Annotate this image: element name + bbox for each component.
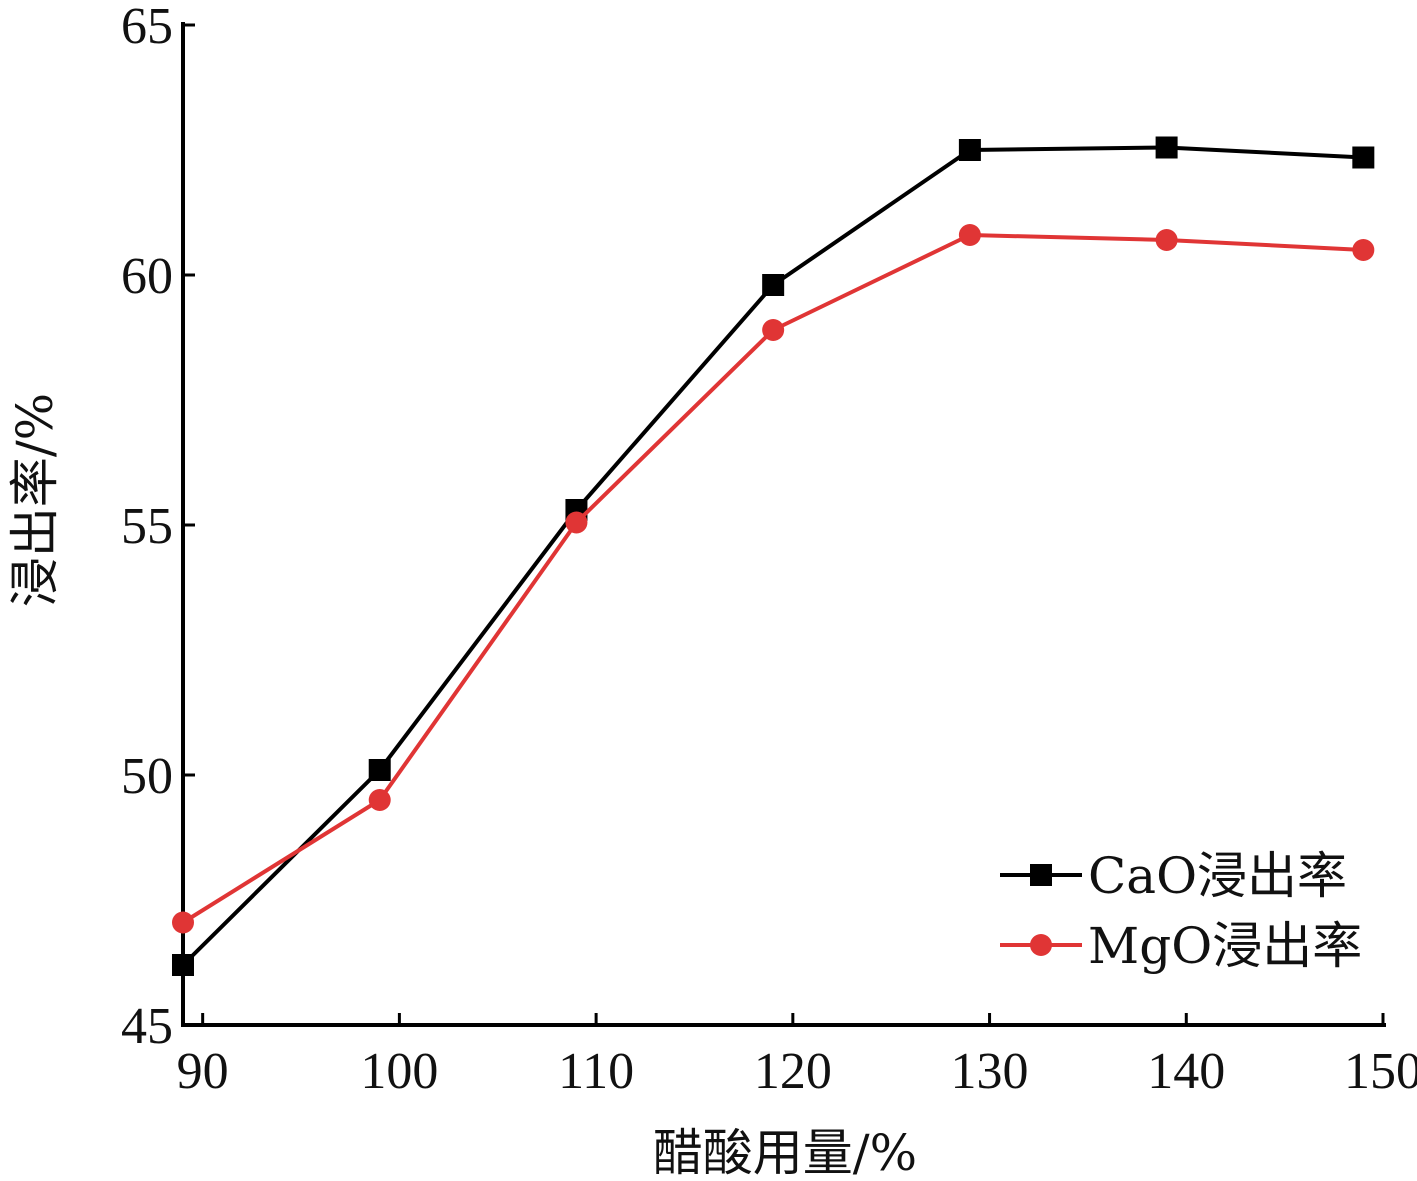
y-axis-title: 浸出率/% <box>6 393 64 607</box>
data-point <box>565 511 588 534</box>
data-point <box>1155 229 1178 251</box>
y-tick-label: 50 <box>121 748 173 805</box>
legend-label: CaO浸出率 <box>1088 847 1347 905</box>
data-point <box>762 319 785 341</box>
data-point <box>958 224 981 246</box>
data-point <box>172 911 194 934</box>
legend-marker <box>1030 864 1052 886</box>
data-point <box>368 789 391 811</box>
series-2 <box>172 224 1375 934</box>
ticks: 90 100 110 120 130 140 150 45 50 55 60 65 <box>121 0 1417 1100</box>
x-axis-title: 醋酸用量/% <box>653 1124 917 1181</box>
legend-item: MgO浸出率 <box>1000 917 1362 975</box>
x-tick-label: 130 <box>951 1043 1029 1100</box>
data-point <box>1352 239 1375 261</box>
series-line <box>181 145 1364 967</box>
series-layer <box>172 136 1375 976</box>
data-point <box>762 274 785 296</box>
legend: CaO浸出率 MgO浸出率 <box>1000 847 1362 975</box>
x-tick-label: 140 <box>1147 1043 1225 1100</box>
y-tick-label: 65 <box>121 0 173 55</box>
data-point <box>958 139 981 161</box>
legend-label: MgO浸出率 <box>1088 917 1362 975</box>
x-tick-label: 100 <box>360 1043 438 1100</box>
x-tick-label: 150 <box>1344 1043 1417 1100</box>
series-1 <box>172 136 1375 976</box>
x-tick-label: 120 <box>754 1043 832 1100</box>
y-tick-label: 45 <box>121 998 173 1055</box>
data-point <box>172 954 194 976</box>
y-tick-label: 60 <box>121 248 173 305</box>
data-point <box>368 759 391 781</box>
y-tick-label: 55 <box>121 498 173 555</box>
x-tick-label: 110 <box>558 1043 634 1100</box>
legend-marker <box>1030 934 1052 956</box>
legend-item: CaO浸出率 <box>1000 847 1347 905</box>
data-point <box>1352 146 1375 169</box>
data-point <box>1155 136 1178 159</box>
x-tick-label: 90 <box>177 1043 229 1100</box>
